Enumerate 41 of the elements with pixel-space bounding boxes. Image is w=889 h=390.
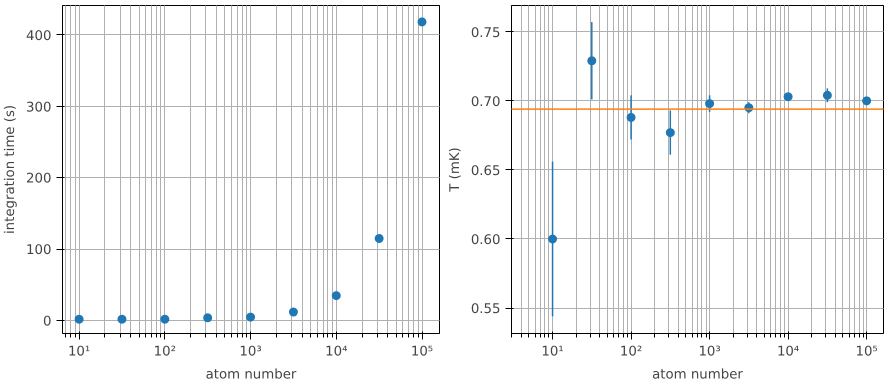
- y-tick-label: 0.70: [470, 94, 501, 110]
- x-tick-label: 10⁴: [325, 344, 348, 360]
- y-tick-label: 0.60: [470, 232, 501, 248]
- x-axis-title: atom number: [206, 368, 297, 382]
- x-axis-title: atom number: [652, 368, 744, 382]
- point: [74, 314, 84, 324]
- point: [203, 313, 212, 322]
- y-axis-title: integration time (s): [3, 104, 18, 234]
- point: [418, 17, 426, 26]
- y-tick-label: 0.75: [470, 26, 501, 41]
- y-tick-label: 0: [43, 314, 52, 330]
- point: [822, 90, 832, 100]
- point: [374, 234, 384, 243]
- point: [784, 92, 793, 102]
- y-tick-label: 200: [26, 172, 52, 187]
- point: [666, 128, 675, 138]
- x-tick-label: 10³: [239, 344, 262, 360]
- point: [862, 96, 872, 106]
- point: [626, 112, 636, 122]
- x-tick-label: 10⁵: [410, 344, 434, 360]
- point: [288, 308, 298, 317]
- x-tick-label: 10²: [620, 344, 642, 360]
- point: [246, 312, 256, 322]
- x-tick-label: 10⁵: [855, 344, 878, 360]
- point: [160, 314, 170, 324]
- y-axis-title: T (mK): [448, 147, 463, 193]
- y-tick-label: 300: [26, 100, 52, 116]
- y-tick-label: 0.65: [470, 164, 501, 179]
- x-tick-label: 10¹: [541, 344, 564, 360]
- point: [705, 99, 714, 108]
- x-tick-label: 10⁴: [776, 344, 800, 360]
- x-tick-label: 10¹: [68, 344, 90, 360]
- point: [587, 56, 596, 66]
- y-tick-label: 100: [26, 243, 52, 258]
- y-tick-label: 400: [26, 28, 52, 44]
- x-tick-label: 10³: [698, 344, 721, 360]
- point: [117, 314, 126, 324]
- point: [548, 234, 558, 244]
- point: [332, 291, 341, 300]
- x-tick-label: 10²: [154, 344, 176, 360]
- y-tick-label: 0.55: [470, 302, 501, 318]
